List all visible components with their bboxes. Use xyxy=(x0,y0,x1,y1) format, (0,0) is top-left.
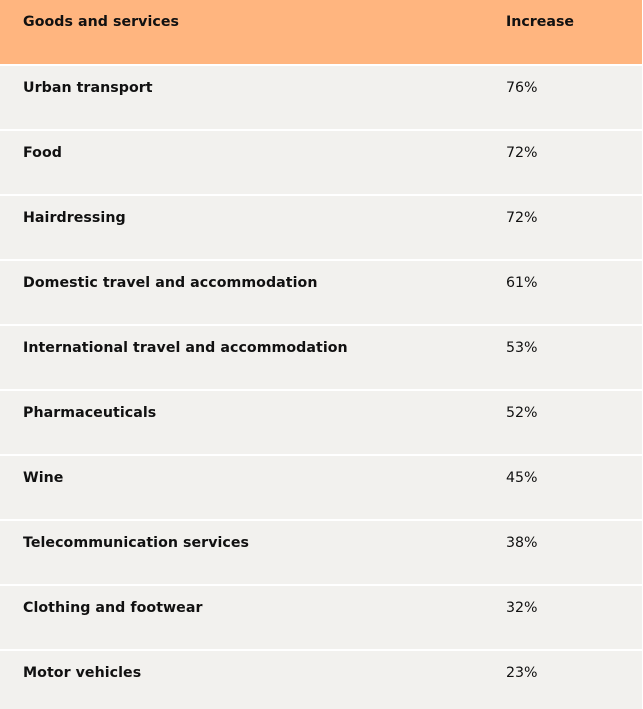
table-row: International travel and accommodation 5… xyxy=(0,326,642,391)
table-row: Motor vehicles 23% xyxy=(0,651,642,709)
goods-cell: International travel and accommodation xyxy=(23,340,348,356)
increase-cell: 53% xyxy=(506,340,538,356)
table-row: Pharmaceuticals 52% xyxy=(0,391,642,456)
table-row: Domestic travel and accommodation 61% xyxy=(0,261,642,326)
increase-cell: 61% xyxy=(506,275,538,291)
increase-cell: 23% xyxy=(506,665,538,681)
table-row: Hairdressing 72% xyxy=(0,196,642,261)
goods-cell: Domestic travel and accommodation xyxy=(23,275,318,291)
increase-cell: 45% xyxy=(506,470,538,486)
increase-cell: 52% xyxy=(506,405,538,421)
goods-cell: Urban transport xyxy=(23,80,153,96)
increase-column-header: Increase xyxy=(506,14,575,30)
increase-cell: 76% xyxy=(506,80,538,96)
goods-column-header: Goods and services xyxy=(23,14,179,30)
goods-cell: Telecommunication services xyxy=(23,535,250,551)
table-row: Clothing and footwear 32% xyxy=(0,586,642,651)
goods-cell: Hairdressing xyxy=(23,210,126,226)
table-header-row: Goods and services Increase xyxy=(0,0,642,66)
goods-cell: Motor vehicles xyxy=(23,665,142,681)
table-row: Urban transport 76% xyxy=(0,66,642,131)
increase-cell: 72% xyxy=(506,210,538,226)
goods-cell: Wine xyxy=(23,470,64,486)
increase-cell: 72% xyxy=(506,145,538,161)
increase-cell: 32% xyxy=(506,600,538,616)
goods-cell: Food xyxy=(23,145,62,161)
table-row: Telecommunication services 38% xyxy=(0,521,642,586)
increase-cell: 38% xyxy=(506,535,538,551)
goods-cell: Clothing and footwear xyxy=(23,600,203,616)
table-row: Wine 45% xyxy=(0,456,642,521)
table-row: Food 72% xyxy=(0,131,642,196)
goods-cell: Pharmaceuticals xyxy=(23,405,157,421)
